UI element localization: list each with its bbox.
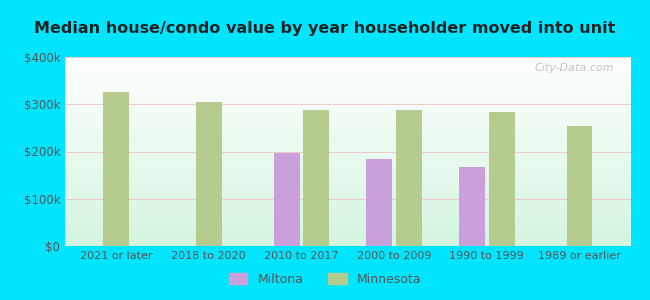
- Bar: [367, 159, 392, 246]
- Bar: [103, 92, 129, 246]
- Bar: [459, 167, 485, 246]
- Bar: [567, 127, 593, 246]
- Bar: [196, 102, 222, 246]
- Bar: [304, 110, 329, 246]
- Bar: [396, 110, 422, 246]
- Bar: [274, 153, 300, 246]
- Legend: Miltona, Minnesota: Miltona, Minnesota: [224, 268, 426, 291]
- Text: Median house/condo value by year householder moved into unit: Median house/condo value by year househo…: [34, 21, 616, 36]
- Bar: [489, 112, 515, 246]
- Text: City-Data.com: City-Data.com: [534, 63, 614, 73]
